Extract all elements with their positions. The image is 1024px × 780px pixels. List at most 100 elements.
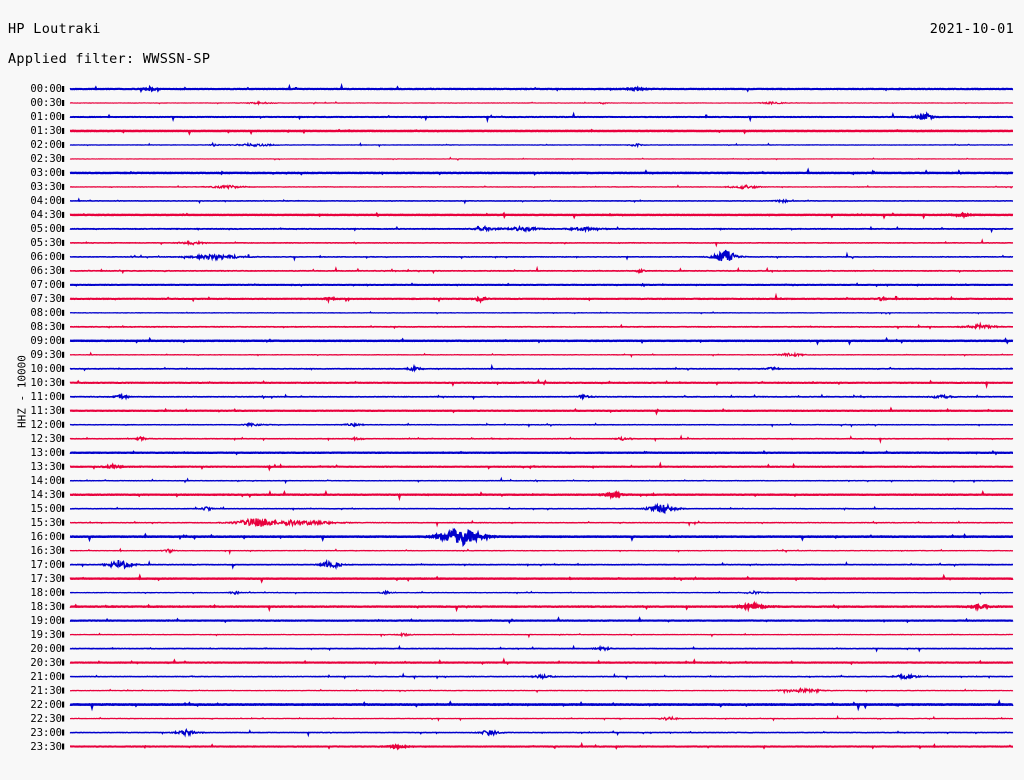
trace-line xyxy=(69,211,1014,220)
trace-line xyxy=(69,265,1014,275)
trace-line xyxy=(69,728,1014,738)
time-tick-label: 09:30 xyxy=(30,348,62,361)
trace-line xyxy=(69,100,1014,106)
time-tick-label: 04:00 xyxy=(30,194,62,207)
trace-line xyxy=(69,573,1014,584)
trace-line xyxy=(69,184,1014,191)
time-tick-label: 06:30 xyxy=(30,264,62,277)
trace-line xyxy=(69,311,1014,315)
time-tick-label: 01:30 xyxy=(30,124,62,137)
time-tick-label: 02:30 xyxy=(30,152,62,165)
time-tick-label: 10:00 xyxy=(30,362,62,375)
time-tick-label: 11:30 xyxy=(30,404,62,417)
time-tick-label: 18:30 xyxy=(30,600,62,613)
time-tick-label: 07:30 xyxy=(30,292,62,305)
time-tick-label: 21:00 xyxy=(30,670,62,683)
trace-line xyxy=(69,489,1014,502)
time-tick-label: 05:00 xyxy=(30,222,62,235)
time-tick-label: 22:00 xyxy=(30,698,62,711)
time-tick-label: 00:00 xyxy=(30,83,62,95)
trace-line xyxy=(69,249,1014,262)
station-title: HP Loutraki xyxy=(8,21,101,37)
trace-line xyxy=(69,111,1014,124)
trace-line xyxy=(69,292,1014,305)
trace-line xyxy=(69,82,1014,94)
time-tick-label: 12:30 xyxy=(30,432,62,445)
time-tick-label: 17:00 xyxy=(30,558,62,571)
trace-line xyxy=(69,197,1014,205)
trace-line xyxy=(69,558,1014,571)
trace-line xyxy=(70,321,1014,331)
time-tick-label: 19:00 xyxy=(30,614,62,627)
trace-line xyxy=(69,686,1014,695)
time-tick-label: 09:00 xyxy=(30,334,62,347)
trace-line xyxy=(69,378,1014,389)
time-tick-label: 14:00 xyxy=(30,474,62,487)
trace-line xyxy=(69,644,1014,653)
time-tick-label: 22:30 xyxy=(30,712,62,725)
time-tick-label: 20:30 xyxy=(30,656,62,669)
time-tick-label: 03:00 xyxy=(30,166,62,179)
trace-line xyxy=(69,600,1014,613)
trace-line xyxy=(69,128,1014,136)
trace-line xyxy=(69,672,1014,681)
time-tick-label: 19:30 xyxy=(30,628,62,641)
time-tick-label: 07:00 xyxy=(30,278,62,291)
time-tick-label: 02:00 xyxy=(30,138,62,151)
trace-line xyxy=(69,167,1014,176)
trace-line xyxy=(69,699,1014,712)
time-tick-label: 08:30 xyxy=(30,320,62,333)
trace-line xyxy=(69,476,1014,485)
time-tick-label: 21:30 xyxy=(30,684,62,697)
trace-line xyxy=(69,392,1014,401)
trace-line xyxy=(69,282,1014,288)
time-tick-label: 01:00 xyxy=(30,110,62,123)
time-tick-label: 13:00 xyxy=(30,446,62,459)
time-tick-label: 16:30 xyxy=(30,544,62,557)
trace-line xyxy=(69,363,1014,373)
time-tick-label: 05:30 xyxy=(30,236,62,249)
trace-line xyxy=(69,449,1014,456)
time-tick-label: 13:30 xyxy=(30,460,62,473)
trace-line xyxy=(69,336,1014,346)
time-tick-label: 12:00 xyxy=(30,418,62,431)
trace-line xyxy=(69,461,1014,472)
applied-filter-label: Applied filter: WWSSN-SP xyxy=(8,51,211,67)
trace-line xyxy=(69,351,1014,358)
time-tick-label: 18:00 xyxy=(30,586,62,599)
time-tick-label: 15:00 xyxy=(30,502,62,515)
trace-line xyxy=(69,631,1014,639)
trace-line xyxy=(69,238,1014,248)
time-tick-label: 23:30 xyxy=(30,740,62,753)
time-tick-label: 16:00 xyxy=(30,530,62,543)
time-tick-label: 06:00 xyxy=(30,250,62,263)
trace-line xyxy=(69,527,1014,548)
trace-line xyxy=(69,421,1014,428)
trace-line xyxy=(69,517,1014,528)
trace-line xyxy=(69,502,1014,515)
time-tick-label: 14:30 xyxy=(30,488,62,501)
trace-line xyxy=(69,141,1013,149)
time-tick-label: 17:30 xyxy=(30,572,62,585)
record-date: 2021-10-01 xyxy=(929,21,1014,37)
time-tick-label: 23:00 xyxy=(30,726,62,739)
trace-line xyxy=(69,434,1014,444)
trace-line xyxy=(69,547,1014,556)
time-tick-label: 15:30 xyxy=(30,516,62,529)
trace-line xyxy=(69,224,1014,234)
time-tick-label: 10:30 xyxy=(30,376,62,389)
trace-line xyxy=(69,714,1014,722)
time-tick-label: 03:30 xyxy=(30,180,62,193)
time-tick-label: 00:30 xyxy=(30,96,62,109)
trace-line xyxy=(69,616,1014,625)
trace-line xyxy=(69,406,1014,416)
time-tick-label: 20:00 xyxy=(30,642,62,655)
trace-line xyxy=(69,741,1014,751)
time-tick-label: 04:30 xyxy=(30,208,62,221)
trace-line xyxy=(69,156,1014,161)
time-tick-label: 11:00 xyxy=(30,390,62,403)
trace-line xyxy=(69,589,1014,596)
time-tick-label: 08:00 xyxy=(30,306,62,319)
